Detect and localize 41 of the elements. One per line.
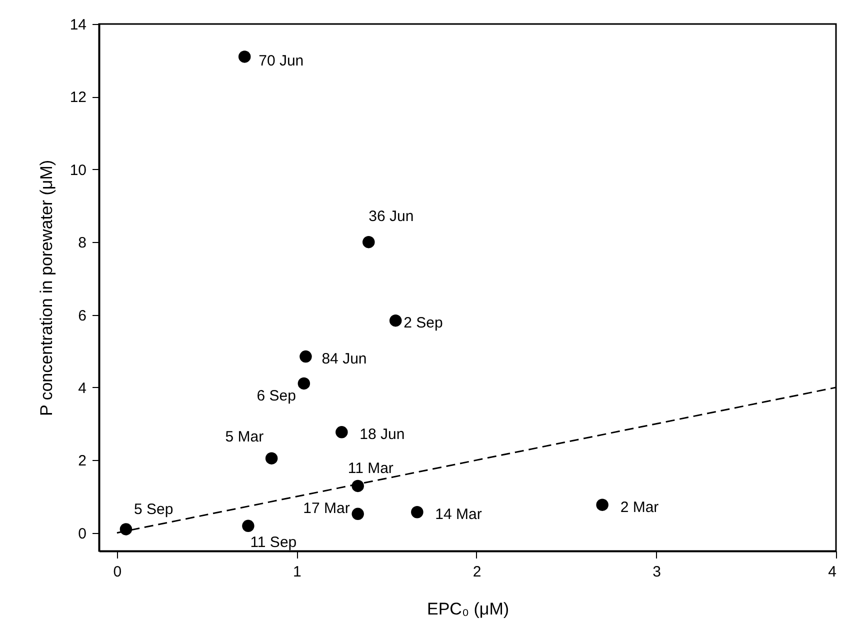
annotation: 84 Jun <box>322 350 367 368</box>
point <box>362 236 375 248</box>
annotation: 5 Sep <box>134 501 174 518</box>
annotation: 11 Mar <box>348 460 394 477</box>
x-tick-label: 4 <box>828 564 836 580</box>
point <box>300 350 312 363</box>
point <box>265 452 278 464</box>
annotation: 36 Jun <box>368 208 414 226</box>
y-tick-label: 4 <box>78 380 86 397</box>
y-axis-title: P concentration in porewater (μM) <box>36 160 56 416</box>
y-tick-label: 6 <box>78 307 86 324</box>
point <box>120 523 132 536</box>
y-tick-label: 2 <box>78 452 86 470</box>
x-tick-label: 0 <box>113 564 122 580</box>
y-tick-label: 10 <box>70 162 86 179</box>
annotation: 18 Jun <box>360 426 405 444</box>
point <box>596 498 608 511</box>
annotation: 14 Mar <box>435 506 482 524</box>
point <box>238 50 251 63</box>
x-axis-title: EPC₀ (μM) <box>426 600 510 618</box>
annotation: 5 Mar <box>225 428 264 446</box>
annotation: 6 Sep <box>256 387 296 404</box>
x-tick-label: 2 <box>472 564 482 580</box>
annotation: 17 Mar <box>303 500 350 517</box>
annotation: 70 Jun <box>258 52 304 70</box>
point <box>411 506 424 518</box>
point <box>389 314 402 327</box>
x-tick-label: 1 <box>293 564 302 580</box>
point <box>336 426 348 438</box>
y-tick-label: 8 <box>78 234 86 252</box>
y-tick-label: 14 <box>70 16 86 34</box>
x-tick-label: 3 <box>652 564 661 580</box>
annotation: 2 Sep <box>404 314 443 332</box>
y-tick-label: 0 <box>78 525 86 542</box>
y-tick-label: 12 <box>70 89 86 106</box>
annotation: 2 Mar <box>620 498 659 516</box>
point <box>352 480 364 492</box>
point <box>352 508 364 520</box>
point <box>242 520 254 532</box>
annotation: 11 Sep <box>250 534 297 551</box>
point <box>298 377 310 390</box>
